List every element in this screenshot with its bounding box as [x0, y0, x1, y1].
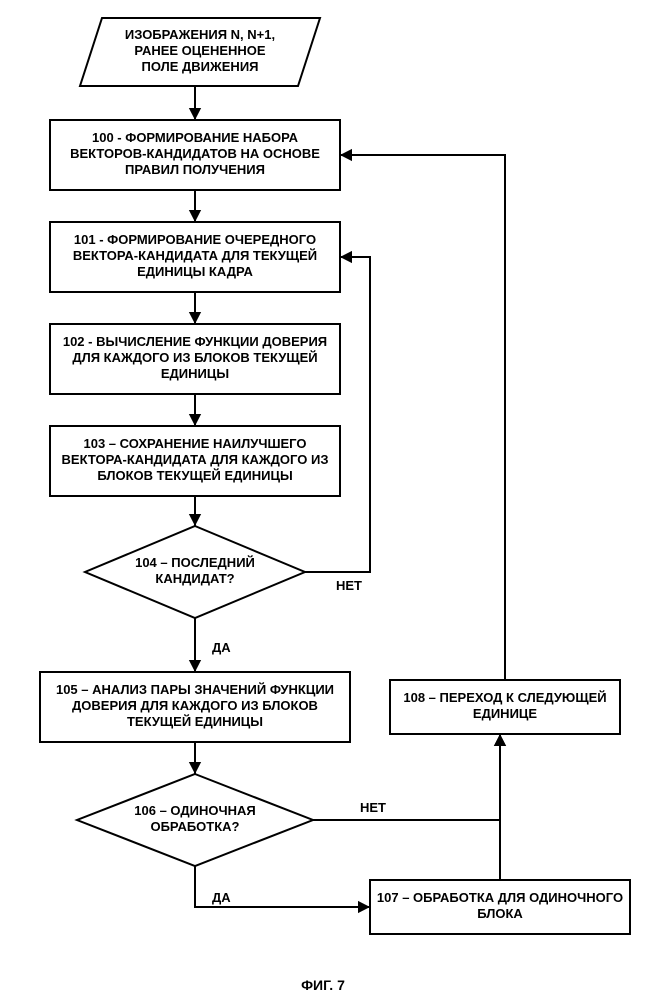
- e_106_no-label: НЕТ: [360, 800, 386, 815]
- e_104_no: [305, 257, 370, 572]
- figure-caption: ФИГ. 7: [301, 977, 345, 993]
- arrow-head: [340, 251, 352, 263]
- arrow-head: [189, 414, 201, 426]
- n_in-label: ИЗОБРАЖЕНИЯ N, N+1,РАНЕЕ ОЦЕНЕННОЕПОЛЕ Д…: [125, 27, 275, 74]
- e_106_yes-label: ДА: [212, 890, 231, 905]
- arrow-head: [189, 210, 201, 222]
- flowchart-canvas: ИЗОБРАЖЕНИЯ N, N+1,РАНЕЕ ОЦЕНЕННОЕПОЛЕ Д…: [0, 0, 647, 999]
- e_108_100: [340, 155, 505, 680]
- n106-label: 106 – ОДИНОЧНАЯОБРАБОТКА?: [134, 803, 255, 834]
- arrow-head: [189, 312, 201, 324]
- arrow-head: [340, 149, 352, 161]
- arrow-head: [189, 514, 201, 526]
- arrow-head: [494, 734, 506, 746]
- e_106_no: [313, 734, 500, 820]
- arrow-head: [189, 108, 201, 120]
- n103-label: 103 – СОХРАНЕНИЕ НАИЛУЧШЕГОВЕКТОРА-КАНДИ…: [62, 436, 329, 483]
- arrow-head: [189, 660, 201, 672]
- e_104_yes-label: ДА: [212, 640, 231, 655]
- e_104_no-label: НЕТ: [336, 578, 362, 593]
- arrow-head: [358, 901, 370, 913]
- arrow-head: [189, 762, 201, 774]
